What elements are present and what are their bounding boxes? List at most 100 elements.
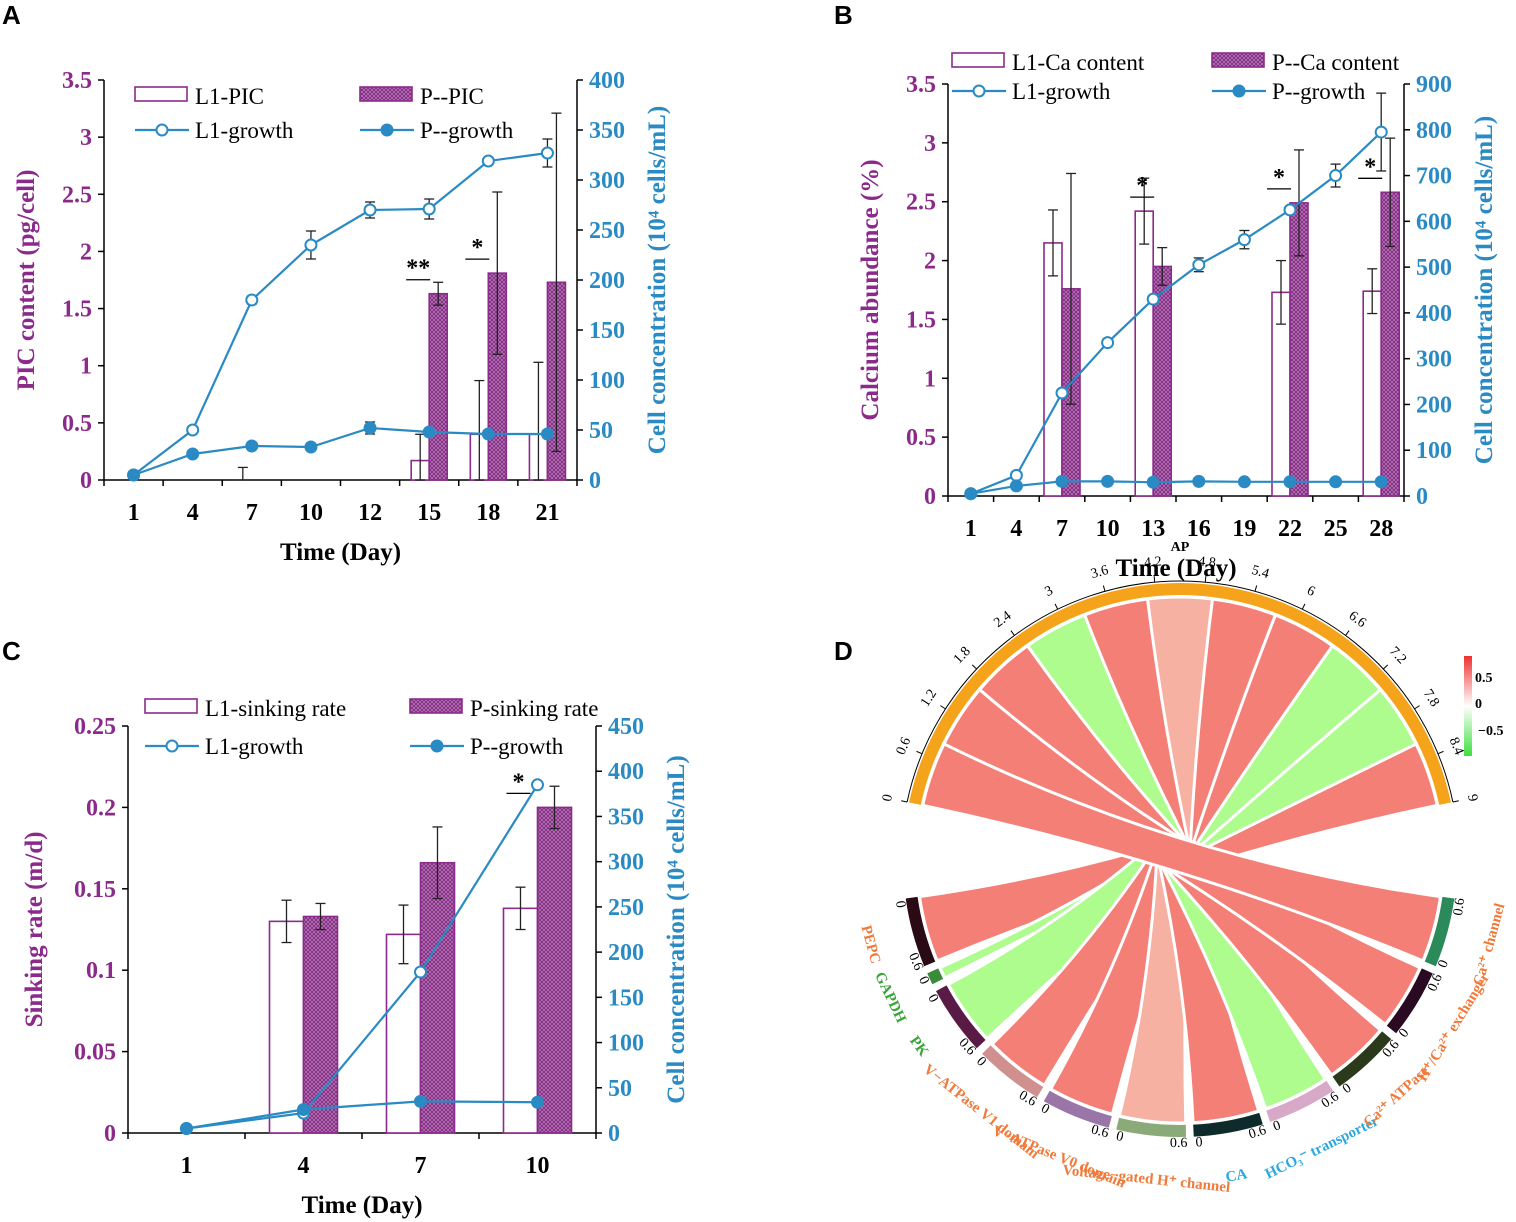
legend-label: L1-PIC xyxy=(195,84,264,109)
data-point xyxy=(1329,475,1343,489)
ap-tick xyxy=(1452,800,1459,803)
data-point xyxy=(363,203,377,217)
ap-tick-label: 6 xyxy=(1304,583,1317,600)
legend-label: L1-growth xyxy=(195,118,294,143)
gene-sector xyxy=(1266,1080,1334,1122)
ap-tick-label: 3.6 xyxy=(1089,563,1110,582)
gene-tick-label: 0.6 xyxy=(1247,1123,1268,1143)
panel-label-a: A xyxy=(2,0,21,30)
left-tick-label: 2.5 xyxy=(906,190,936,216)
right-tick-label: 0 xyxy=(589,468,601,494)
gene-sector xyxy=(1116,1117,1187,1137)
left-tick-label: 3 xyxy=(924,131,936,157)
panel-b-chart: 0 0.5 1 1.5 2 2.5 3 3.5 0 100 200 300 400 500 600 700 80… xyxy=(857,50,1498,582)
bar-p xyxy=(536,806,573,1134)
x-tick-label: 21 xyxy=(535,500,559,526)
data-point xyxy=(1055,386,1069,400)
left-tick-label: 0.05 xyxy=(74,1040,116,1066)
right-tick-label: 300 xyxy=(608,850,644,876)
x-axis-label: Time (Day) xyxy=(301,1192,422,1219)
significance-mark: * xyxy=(1364,154,1376,180)
right-tick-label: 100 xyxy=(608,1031,644,1057)
legend-label: P--growth xyxy=(470,734,564,759)
right-tick-label: 800 xyxy=(1416,118,1452,144)
left-tick-label: 1.5 xyxy=(906,307,936,333)
gene-sector xyxy=(1043,1090,1112,1128)
gene-tick-label: 0 xyxy=(924,992,941,1005)
ap-tick-label: 1.8 xyxy=(951,644,974,667)
gene-tick-label: 0 xyxy=(1115,1129,1125,1145)
data-point xyxy=(186,447,200,461)
right-tick-label: 600 xyxy=(1416,209,1452,235)
gene-sector xyxy=(982,1045,1044,1098)
gene-sector xyxy=(1193,1112,1263,1137)
legend-marker xyxy=(155,123,169,137)
data-point xyxy=(1237,233,1251,247)
right-axis-label: Cell concentration (10⁴ cells/mL) xyxy=(1471,116,1498,464)
data-point xyxy=(1374,125,1388,139)
data-point xyxy=(1146,475,1160,489)
gene-tick-label: 0 xyxy=(1271,1118,1283,1134)
legend-marker xyxy=(972,84,986,98)
left-axis-label: Sinking rate (m/d) xyxy=(21,832,48,1028)
gene-tick-label: 0.6 xyxy=(1089,1122,1110,1141)
legend-swatch xyxy=(409,698,463,714)
right-tick-label: 400 xyxy=(589,68,625,94)
significance-mark: * xyxy=(1136,173,1148,199)
right-tick-label: 150 xyxy=(608,985,644,1011)
ap-tick-label: 1.2 xyxy=(918,687,940,710)
legend-label: L1-growth xyxy=(205,734,304,759)
gene-tick-label: 0 xyxy=(1340,1081,1354,1097)
gene-sector xyxy=(905,896,936,967)
colorbar xyxy=(1464,656,1472,756)
left-tick-label: 1.5 xyxy=(62,297,92,323)
data-point xyxy=(1283,475,1297,489)
x-tick-label: 7 xyxy=(246,500,258,526)
data-point xyxy=(414,965,427,979)
colorbar-label: 0 xyxy=(1475,697,1482,712)
ap-tick xyxy=(1301,603,1306,610)
ap-tick xyxy=(1414,705,1420,710)
legend-marker xyxy=(380,123,394,137)
left-tick-label: 3.5 xyxy=(906,72,936,98)
legend-swatch xyxy=(359,86,413,102)
x-tick-label: 15 xyxy=(417,500,441,526)
data-point xyxy=(127,468,141,482)
data-point xyxy=(481,154,495,168)
legend-label: P--Ca content xyxy=(1272,50,1400,75)
data-point xyxy=(481,427,495,441)
ap-tick xyxy=(1010,630,1015,636)
gene-tick-label: 0.6 xyxy=(1451,897,1468,916)
right-tick-label: 0 xyxy=(1416,484,1428,510)
panel-a-chart: 0 0.5 1 1.5 2 2.5 3 3.5 0 50 100 150 200 250 300 350 400… xyxy=(13,68,671,566)
right-tick-label: 50 xyxy=(589,418,613,444)
gene-tick-label: 0.6 xyxy=(905,951,926,973)
gene-tick-label: 0 xyxy=(915,974,932,987)
ap-tick xyxy=(1383,664,1389,670)
ap-tick xyxy=(1345,630,1350,636)
x-tick-label: 7 xyxy=(1056,516,1068,542)
data-point xyxy=(531,778,544,792)
legend-swatch xyxy=(1211,52,1265,68)
significance-mark: * xyxy=(513,769,525,795)
ap-tick-label: 4.2 xyxy=(1144,554,1163,571)
legend-swatch xyxy=(134,86,188,102)
left-tick-label: 1 xyxy=(924,366,936,392)
gene-tick-label: 0 xyxy=(1396,1026,1412,1041)
legend-label: P--PIC xyxy=(420,84,484,109)
panel-label-d: D xyxy=(834,636,853,666)
data-point xyxy=(1146,292,1160,306)
chord-ribbon xyxy=(920,741,1443,963)
data-point xyxy=(180,1121,193,1135)
data-point xyxy=(1192,474,1206,488)
ap-tick xyxy=(1254,585,1258,592)
colorbar-label: 0.5 xyxy=(1475,671,1493,686)
left-tick-label: 0.1 xyxy=(86,958,116,984)
ap-tick xyxy=(1204,576,1207,583)
gene-tick-label: 0.6 xyxy=(1170,1136,1188,1151)
ap-tick xyxy=(1054,603,1059,610)
right-tick-label: 150 xyxy=(589,318,625,344)
gene-label: PEPC xyxy=(857,924,883,966)
left-tick-label: 1 xyxy=(80,354,92,380)
